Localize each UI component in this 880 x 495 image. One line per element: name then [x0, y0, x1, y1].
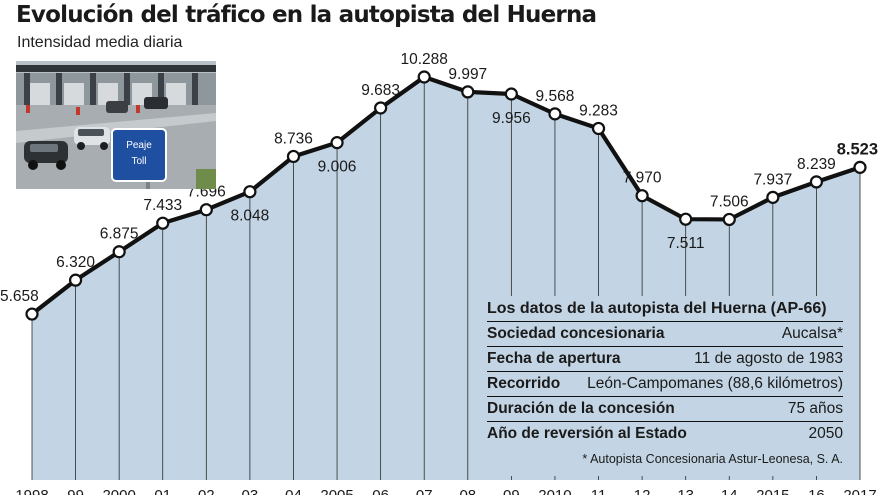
- x-tick-label: 09: [503, 487, 520, 495]
- info-row-label: Año de reversión al Estado: [487, 425, 687, 442]
- data-label: 7.433: [143, 197, 182, 214]
- data-point: [809, 175, 824, 189]
- info-row-opening-date: Fecha de apertura 11 de agosto de 1983: [487, 346, 843, 371]
- line-layer: [30, 74, 861, 316]
- data-label: 6.875: [100, 226, 139, 243]
- data-label: 8.048: [230, 208, 269, 225]
- info-row-concessionaire: Sociedad concesionaria Aucalsa*: [487, 321, 843, 346]
- data-point: [548, 107, 562, 121]
- data-label: 7.970: [623, 170, 662, 187]
- x-tick-label: 08: [459, 487, 476, 495]
- info-row-value: 11 de agosto de 1983: [694, 350, 843, 367]
- info-row-route: Recorrido León-Campomanes (88,6 kilómetr…: [487, 371, 843, 396]
- x-tick-label: 99: [67, 487, 84, 495]
- data-label: 8.239: [797, 156, 836, 173]
- sign-text-toll: Toll: [131, 156, 146, 167]
- x-tick-label: 03: [242, 487, 259, 495]
- x-tick-label: 16: [808, 487, 825, 495]
- data-point: [504, 87, 518, 101]
- x-tick-label: 2000: [102, 487, 135, 495]
- data-point: [25, 307, 39, 321]
- info-row-reversion-year: Año de reversión al Estado 2050: [487, 421, 843, 446]
- info-row-label: Fecha de apertura: [487, 350, 621, 367]
- x-tick-label: 2005: [320, 487, 353, 495]
- toll-photo: Peaje Toll: [16, 61, 216, 189]
- info-row-value: 75 años: [787, 400, 843, 417]
- data-label: 7.511: [667, 235, 705, 252]
- x-tick-label: 06: [372, 487, 389, 495]
- info-row-concession-duration: Duración de la concesión 75 años: [487, 396, 843, 421]
- x-tick-label: 13: [677, 487, 694, 495]
- data-point: [243, 185, 257, 199]
- info-title: Los datos de la autopista del Huerna (AP…: [487, 300, 827, 317]
- value-labels: 5.6586.3206.8757.4337.6968.0488.7369.006…: [0, 51, 878, 305]
- x-tick-label: 01: [154, 487, 171, 495]
- markers: [25, 70, 867, 321]
- data-label: 9.006: [318, 159, 357, 176]
- data-point: [722, 212, 736, 227]
- data-label: 8.736: [274, 130, 313, 147]
- x-tick-labels: 1998 99 2000 01 02 03 04 2005 06 07 08 09 2010 11 12 13…: [15, 487, 876, 495]
- info-row-label: Duración de la concesión: [487, 400, 675, 417]
- info-row-value: 2050: [808, 425, 843, 442]
- data-label: 9.568: [536, 88, 575, 105]
- data-label: 9.283: [579, 102, 618, 119]
- data-label: 6.320: [56, 254, 95, 271]
- page-title: Evolución del tráfico en la autopista de…: [16, 2, 597, 28]
- x-tick-label: 1998: [15, 487, 48, 495]
- data-point: [679, 212, 693, 226]
- data-point: [156, 216, 170, 230]
- info-box: Los datos de la autopista del Huerna (AP…: [481, 296, 851, 476]
- sign-text-peaje: Peaje: [126, 140, 152, 151]
- data-point: [68, 273, 83, 287]
- info-row-value: León-Campomanes (88,6 kilómetros): [587, 375, 843, 392]
- info-row-label: Recorrido: [487, 375, 561, 392]
- data-label: 7.937: [753, 171, 792, 188]
- info-row-value: Aucalsa*: [781, 325, 843, 342]
- data-point: [112, 245, 126, 259]
- data-point: [199, 203, 213, 217]
- data-label: 9.997: [448, 66, 487, 83]
- x-tick-label: 02: [198, 487, 215, 495]
- toll-photo-illustration: Peaje Toll: [16, 61, 216, 189]
- data-point: [853, 160, 867, 174]
- data-point: [461, 85, 475, 99]
- x-tick-label: 11: [591, 487, 607, 495]
- info-row-label: Sociedad concesionaria: [487, 325, 665, 342]
- data-label: 5.658: [0, 288, 39, 305]
- data-point: [591, 121, 606, 136]
- x-tick-label: 04: [285, 487, 302, 495]
- x-tick-label: 14: [721, 487, 738, 495]
- data-point: [286, 149, 301, 164]
- page-subtitle: Intensidad media diaria: [17, 34, 183, 51]
- data-point: [635, 189, 649, 203]
- data-label: 9.683: [361, 82, 400, 99]
- data-label: 10.288: [400, 51, 447, 68]
- x-tick-label: 07: [416, 487, 433, 495]
- data-point: [417, 70, 431, 84]
- x-tick-label: 12: [634, 487, 651, 495]
- x-tick-label: 2017: [843, 487, 876, 495]
- data-point: [766, 190, 780, 204]
- data-label: 7.506: [710, 193, 749, 210]
- data-label: 9.956: [492, 110, 531, 127]
- series-line: [30, 74, 861, 316]
- data-point: [330, 136, 344, 150]
- data-point: [374, 101, 388, 115]
- data-label: 8.523: [837, 140, 878, 158]
- x-tick-label: 2010: [538, 487, 571, 495]
- info-footnote: * Autopista Concesionaria Astur-Leonesa,…: [582, 452, 843, 466]
- x-tick-label: 2015: [756, 487, 789, 495]
